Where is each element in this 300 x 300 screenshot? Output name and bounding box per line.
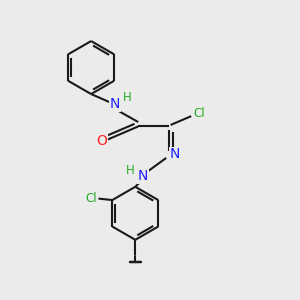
- Text: H: H: [126, 164, 135, 176]
- Text: N: N: [110, 98, 120, 111]
- Text: H: H: [123, 92, 131, 104]
- Text: N: N: [137, 169, 148, 184]
- Text: Cl: Cl: [85, 192, 97, 205]
- Text: O: O: [97, 134, 107, 148]
- Text: Cl: Cl: [194, 107, 205, 120]
- Text: N: N: [170, 147, 180, 161]
